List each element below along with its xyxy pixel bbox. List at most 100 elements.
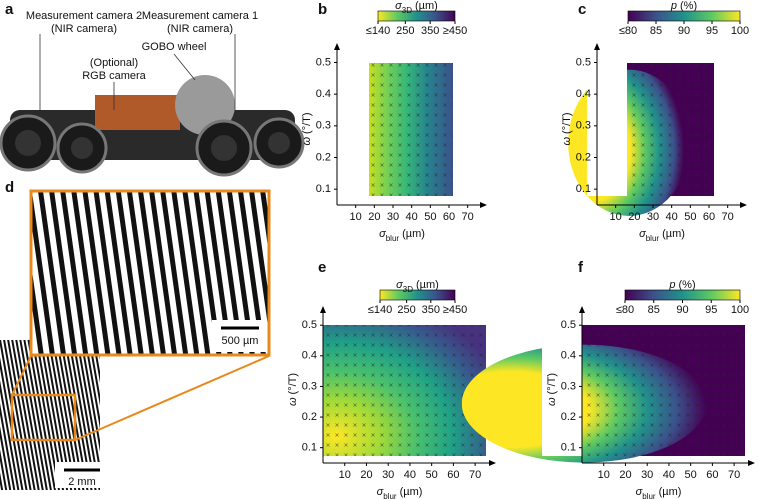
colorbar-tick-label: ≤140: [366, 25, 390, 37]
axis-label: ω (°/T): [561, 112, 573, 145]
photo-label: Measurement camera 1: [142, 10, 258, 22]
axes: [336, 49, 481, 206]
unit: (µm): [415, 0, 438, 12]
colorbar-tick-label: 85: [648, 304, 660, 316]
x-tick-label: 70: [469, 469, 481, 481]
subscript: blur: [646, 234, 660, 243]
axis-label: σ3D (µm): [395, 0, 438, 15]
colorbar-tick-label: 100: [731, 304, 749, 316]
axis-label: σblur (µm): [379, 228, 425, 243]
sample-markers: [323, 325, 486, 456]
x-tick-label: 60: [447, 469, 459, 481]
x-tick-label: 70: [462, 211, 474, 223]
sample-markers: [582, 325, 745, 456]
x-tick-label: 70: [728, 469, 740, 481]
unit: (°/T): [546, 373, 558, 395]
x-tick-label: 50: [424, 211, 436, 223]
axis-label: ω (°/T): [301, 112, 313, 145]
symbol: ω: [287, 397, 299, 406]
x-tick-label: 10: [598, 469, 610, 481]
axis-label: p (%): [668, 279, 695, 291]
unit: (°/T): [561, 112, 573, 134]
y-tick-label: 0.1: [302, 442, 317, 454]
axis-label: ω (°/T): [546, 373, 558, 406]
y-tick-label: 0.5: [561, 319, 576, 331]
colorbar-tick-label: 85: [650, 25, 662, 37]
x-tick-label: 40: [404, 469, 416, 481]
y-tick-label: 0.4: [576, 88, 591, 100]
symbol: σ: [379, 228, 386, 240]
panel-label: e: [318, 259, 326, 276]
axis-label: σ3D (µm): [396, 279, 439, 294]
unit: (µm): [400, 486, 423, 498]
panel-label: a: [5, 1, 14, 18]
x-tick-label: 10: [610, 211, 622, 223]
colorbar-tick-label: 95: [706, 25, 718, 37]
colorbar-tick-label: 90: [678, 25, 690, 37]
y-tick-label: 0.3: [316, 120, 331, 132]
colorbar-tick-label: ≥450: [443, 304, 467, 316]
axis-label: σblur (µm): [636, 486, 682, 499]
colorbar: [624, 289, 741, 301]
photo-label: GOBO wheel: [142, 41, 207, 53]
subscript: blur: [386, 234, 400, 243]
colorbar-tick-label: 90: [676, 304, 688, 316]
photo-label: (Optional): [90, 57, 138, 69]
y-tick-label: 0.1: [576, 183, 591, 195]
photo-label: RGB camera: [82, 70, 146, 82]
symbol: ω: [561, 137, 573, 146]
colorbar-tick-label: ≤140: [368, 304, 392, 316]
panel-label: b: [318, 1, 327, 18]
unit: (°/T): [287, 373, 299, 395]
colorbar: [377, 10, 456, 22]
x-tick-label: 50: [684, 211, 696, 223]
x-tick-label: 60: [706, 469, 718, 481]
symbol: σ: [377, 486, 384, 498]
y-tick-label: 0.3: [561, 380, 576, 392]
y-tick-label: 0.2: [316, 151, 331, 163]
symbol: ω: [546, 397, 558, 406]
x-tick-label: 30: [387, 211, 399, 223]
colorbar-tick-label: 100: [731, 25, 749, 37]
unit: (µm): [416, 279, 439, 291]
symbol: σ: [636, 486, 643, 498]
x-tick-label: 60: [703, 211, 715, 223]
unit: (µm): [402, 228, 425, 240]
y-tick-label: 0.4: [561, 350, 576, 362]
axis-label: σblur (µm): [377, 486, 423, 499]
axis-label: ω (°/T): [287, 373, 299, 406]
colorbar-tick-label: 250: [397, 304, 415, 316]
field-mask: [542, 325, 582, 456]
subscript: 3D: [403, 285, 413, 294]
panel-label: c: [578, 1, 586, 18]
unit: (%): [679, 279, 696, 291]
fringe-images: [0, 189, 271, 490]
x-tick-label: 20: [619, 469, 631, 481]
subscript: blur: [383, 492, 397, 499]
y-tick-label: 0.2: [561, 411, 576, 423]
x-tick-label: 60: [443, 211, 455, 223]
y-tick-label: 0.3: [302, 380, 317, 392]
field-mask: [587, 63, 627, 196]
symbol: σ: [395, 0, 402, 12]
y-tick-label: 0.4: [316, 88, 331, 100]
colorbar: [627, 10, 741, 22]
x-tick-label: 30: [641, 469, 653, 481]
colorbar-tick-label: ≤80: [619, 25, 637, 37]
y-tick-label: 0.1: [561, 442, 576, 454]
x-tick-label: 50: [426, 469, 438, 481]
symbol: p: [670, 0, 677, 12]
x-tick-label: 20: [628, 211, 640, 223]
axes: [596, 49, 741, 206]
axes: [322, 312, 490, 464]
symbol: σ: [396, 279, 403, 291]
x-tick-label: 20: [360, 469, 372, 481]
x-tick-label: 70: [722, 211, 734, 223]
unit: (µm): [662, 228, 685, 240]
scale-bar-label: 2 mm: [68, 476, 96, 488]
x-tick-label: 40: [663, 469, 675, 481]
symbol: p: [668, 279, 675, 291]
colorbar-tick-label: ≤80: [616, 304, 634, 316]
